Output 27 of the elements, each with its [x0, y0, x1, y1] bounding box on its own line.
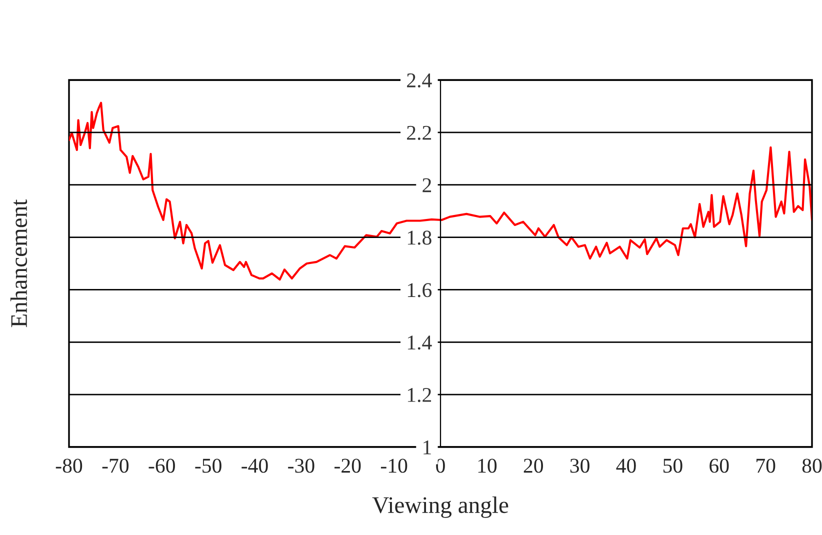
x-tick-label: -20: [334, 458, 361, 473]
y-axis-title: Enhancement: [10, 199, 28, 328]
x-tick-label: 20: [524, 458, 543, 473]
x-tick-label: 10: [478, 458, 497, 473]
line-series: [69, 102, 812, 281]
x-tick-label: -40: [242, 458, 268, 473]
y-tick-label: 2.4: [407, 73, 432, 88]
x-tick-label: 60: [710, 458, 729, 473]
y-tick-label: 1.6: [408, 283, 432, 298]
x-tick-label: 70: [756, 458, 776, 473]
x-tick-label: -70: [102, 458, 129, 473]
x-tick-label: -80: [56, 458, 82, 473]
y-tick-label: 2.2: [407, 126, 432, 140]
x-tick-label: -30: [288, 458, 314, 473]
y-tick-label: 1: [424, 440, 431, 454]
y-tick-label: 1.4: [408, 336, 432, 350]
x-tick-label: 40: [616, 458, 636, 473]
y-tick-label: 1.8: [408, 230, 432, 245]
x-tick-label: 50: [663, 458, 682, 473]
x-tick-label: -50: [195, 458, 222, 473]
y-tick-label: 2: [422, 178, 432, 192]
x-tick-label: -60: [148, 458, 175, 473]
x-tick-label: 30: [570, 458, 590, 473]
x-axis-title: Viewing angle: [372, 496, 508, 518]
x-tick-label: 80: [802, 458, 822, 473]
x-tick-label: -10: [380, 458, 408, 473]
y-tick-label: 1.2: [408, 388, 432, 402]
